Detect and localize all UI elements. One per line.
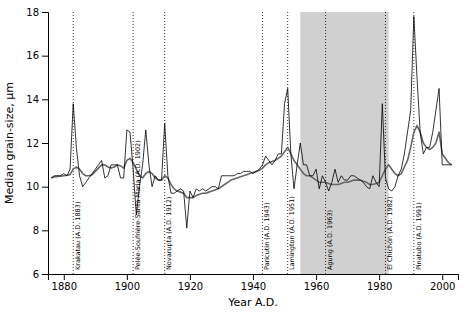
x-axis-tick: 1980	[367, 274, 392, 292]
chart: 1880 1900 1920 1940 1960 1980 2000 6 8 10 12 14 16 18…	[0, 0, 472, 312]
y-axis-tick-label: 6	[33, 269, 39, 280]
y-axis-tick-mark	[42, 56, 48, 57]
shaded-region	[300, 12, 388, 274]
x-axis-tick-mark	[190, 274, 191, 280]
annotation-labels: Krakatau (A.D. 1883) Pelée-Soufrière-Sant…	[74, 140, 423, 270]
y-axis-tick-label: 16	[26, 50, 39, 61]
y-axis-tick: 6	[33, 269, 48, 280]
annotation-label: Krakatau (A.D. 1883)	[74, 202, 82, 270]
y-axis-line	[42, 13, 49, 275]
x-axis-tick-label: 1980	[367, 281, 392, 292]
x-axis-tick: 1960	[304, 274, 329, 292]
data-line	[51, 126, 452, 198]
x-axis-tick: 1900	[115, 274, 140, 292]
annotation-label: Pelée-Soufrière-Santa Maria (A.D. 1902)	[134, 140, 142, 270]
x-axis-tick-mark	[442, 274, 443, 280]
x-axis-tick-label: 1900	[115, 281, 140, 292]
x-axis-tick-label: 1940	[241, 281, 266, 292]
y-axis-tick-mark	[42, 12, 48, 13]
annotation-label: Agung (A.D. 1963)	[326, 210, 334, 270]
annotation-label: Pinatubo (A.D. 1991)	[415, 202, 423, 270]
y-axis-tick-mark	[42, 230, 48, 231]
x-axis-tick: 1880	[52, 274, 77, 292]
y-axis: 6 8 10 12 14 16 18	[26, 7, 48, 280]
y-axis-tick-label: 14	[26, 94, 39, 105]
y-axis-tick: 8	[33, 225, 48, 236]
y-axis-tick-label: 18	[26, 7, 39, 18]
x-axis-tick-mark	[316, 274, 317, 280]
plot-area	[51, 12, 452, 274]
x-axis: 1880 1900 1920 1940 1960 1980 2000	[49, 274, 459, 292]
x-axis-tick-label: 1880	[52, 281, 77, 292]
x-axis-tick: 2000	[430, 274, 455, 292]
y-axis-title: Median grain-size, μm	[3, 82, 16, 204]
y-axis-tick: 18	[26, 7, 48, 18]
annotation-label: Paricutin (A.D. 1943)	[263, 203, 271, 270]
annotation-label: Lamington (A.D. 1951)	[288, 196, 296, 270]
y-axis-tick-mark	[42, 99, 48, 100]
y-axis-tick-label: 10	[26, 181, 39, 192]
y-axis-tick-label: 12	[26, 138, 39, 149]
x-axis-tick-mark	[253, 274, 254, 280]
x-axis-tick: 1920	[178, 274, 203, 292]
y-axis-tick-mark	[42, 143, 48, 144]
x-axis-tick-mark	[127, 274, 128, 280]
x-axis-tick-label: 1960	[304, 281, 329, 292]
annotation-label: Novarupta (A.D. 1912)	[165, 197, 173, 270]
x-axis-tick-label: 2000	[430, 281, 455, 292]
x-axis-title: Year A.D.	[227, 296, 278, 309]
x-axis-tick-mark	[64, 274, 65, 280]
x-axis-tick-mark	[379, 274, 380, 280]
data-line	[51, 16, 452, 228]
annotation-label: El Chichón (A.D. 1982)	[386, 197, 394, 270]
y-axis-tick: 16	[26, 50, 48, 61]
x-axis-tick-label: 1920	[178, 281, 203, 292]
y-axis-tick-mark	[42, 187, 48, 188]
y-axis-tick: 14	[26, 94, 48, 105]
x-axis-line	[49, 275, 459, 281]
y-axis-tick: 10	[26, 181, 48, 192]
y-axis-tick-mark	[42, 274, 48, 275]
x-axis-tick: 1940	[241, 274, 266, 292]
y-axis-tick-label: 8	[33, 225, 39, 236]
y-axis-tick: 12	[26, 138, 48, 149]
